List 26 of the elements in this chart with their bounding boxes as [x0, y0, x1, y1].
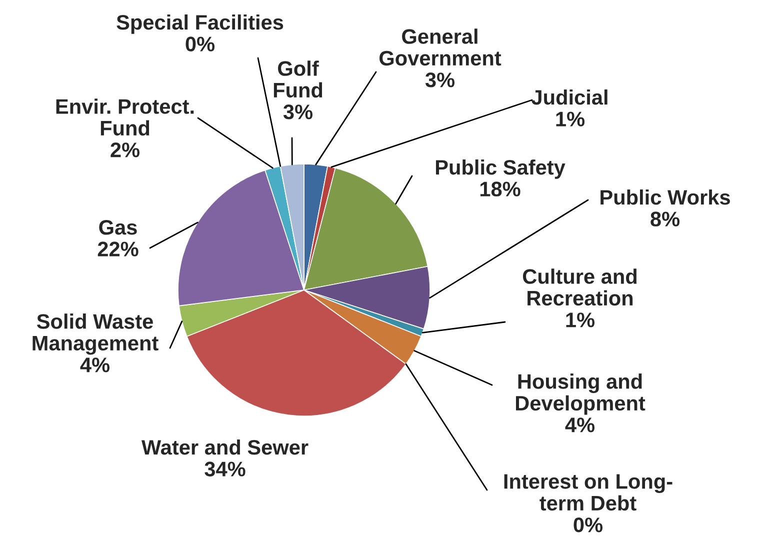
data-label: 4%	[565, 418, 595, 432]
slice-label: Judicial	[532, 89, 608, 105]
slice-label: Water and Sewer	[141, 439, 308, 455]
data-label: 2%	[110, 142, 140, 158]
slice-label: Housing and Development	[516, 374, 646, 415]
slice-label: Golf Fund	[274, 60, 322, 98]
slice-label: Public Works	[600, 189, 730, 205]
data-label: 22%	[98, 242, 138, 256]
data-label: 4%	[80, 358, 110, 372]
data-label: 8%	[650, 212, 680, 226]
slice-label: Solid Waste Management	[32, 314, 158, 355]
data-label: 1%	[556, 112, 585, 126]
slice-label: Envir. Protect. Fund	[56, 98, 194, 136]
slice-label: Gas	[99, 220, 137, 235]
data-label: 18%	[480, 182, 520, 196]
category-label: Interest on Long- term Debt	[504, 474, 672, 511]
slice-label: Culture and Recreation	[522, 268, 637, 306]
category-label: Special Facilities	[116, 14, 284, 34]
data-label: 1%	[566, 312, 595, 328]
data-label: 34%	[204, 462, 246, 476]
text: 0%	[186, 36, 215, 52]
slice-label: Public Safety	[436, 159, 566, 179]
slice-label: General Government	[380, 28, 502, 66]
text: 0%	[574, 518, 603, 532]
data-label: 3%	[425, 72, 455, 88]
data-label: 3%	[283, 104, 313, 120]
